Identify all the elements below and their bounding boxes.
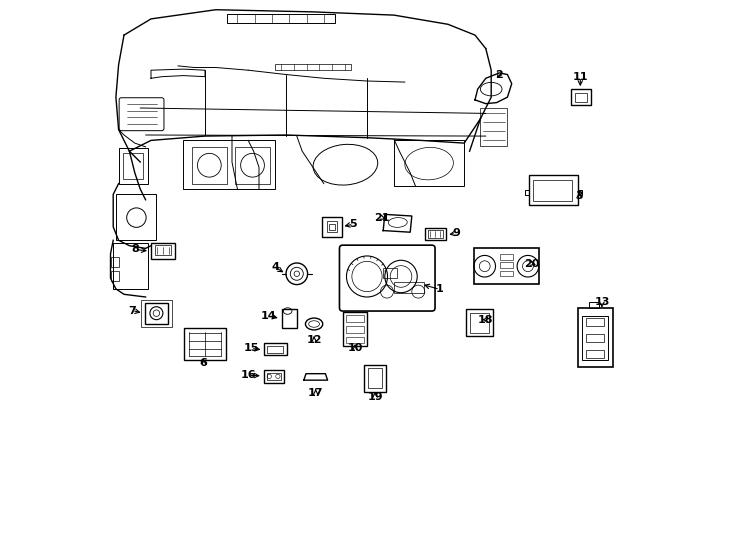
Text: 9: 9: [452, 228, 460, 238]
Bar: [113, 243, 148, 289]
Bar: [586, 350, 604, 358]
Bar: [364, 364, 386, 391]
Bar: [394, 282, 424, 293]
Bar: [327, 221, 338, 232]
Text: 18: 18: [478, 315, 493, 325]
Bar: [264, 370, 284, 383]
Text: 7: 7: [128, 306, 136, 315]
Bar: [500, 271, 513, 276]
Bar: [466, 309, 493, 336]
Bar: [267, 346, 283, 353]
Bar: [500, 254, 513, 260]
Bar: [428, 230, 443, 238]
Bar: [346, 315, 364, 322]
Text: 5: 5: [349, 219, 357, 229]
Bar: [322, 217, 341, 237]
Bar: [227, 14, 335, 23]
Bar: [500, 262, 513, 268]
Bar: [184, 140, 275, 189]
Bar: [425, 228, 446, 240]
Bar: [582, 316, 608, 360]
Text: 14: 14: [261, 311, 277, 321]
Text: 17: 17: [308, 388, 324, 398]
Text: 4: 4: [272, 262, 279, 272]
Bar: [192, 147, 227, 184]
Text: 20: 20: [524, 259, 539, 268]
Text: 2: 2: [495, 70, 504, 79]
Bar: [145, 303, 168, 324]
Bar: [119, 148, 148, 184]
Text: 3: 3: [575, 191, 583, 201]
Bar: [578, 308, 613, 367]
Bar: [346, 337, 364, 343]
Bar: [570, 89, 591, 105]
Bar: [141, 300, 172, 327]
Bar: [346, 326, 364, 333]
Bar: [282, 309, 297, 328]
Bar: [480, 108, 507, 146]
Bar: [368, 368, 382, 388]
Bar: [123, 153, 143, 179]
Bar: [383, 268, 396, 278]
Text: 8: 8: [131, 245, 139, 254]
Bar: [575, 93, 586, 102]
Bar: [394, 140, 464, 186]
Bar: [184, 328, 225, 360]
Text: 11: 11: [573, 72, 588, 82]
Bar: [474, 248, 539, 284]
Text: 10: 10: [347, 343, 363, 353]
Bar: [111, 271, 119, 281]
Bar: [534, 180, 573, 201]
Bar: [235, 147, 270, 184]
Bar: [155, 245, 171, 255]
Bar: [275, 64, 351, 70]
Text: 21: 21: [374, 213, 389, 222]
Text: 1: 1: [436, 285, 444, 294]
Text: 12: 12: [306, 335, 321, 345]
Text: 19: 19: [367, 392, 383, 402]
Bar: [470, 313, 489, 333]
Bar: [344, 312, 367, 346]
Text: 13: 13: [595, 298, 610, 307]
Bar: [116, 194, 156, 240]
Text: 16: 16: [241, 370, 256, 380]
Bar: [529, 176, 578, 205]
Text: 6: 6: [200, 358, 207, 368]
Bar: [586, 334, 604, 342]
Bar: [586, 318, 604, 326]
Bar: [589, 302, 599, 308]
Bar: [264, 343, 287, 355]
Bar: [267, 373, 280, 380]
Bar: [151, 243, 175, 259]
Bar: [111, 256, 119, 267]
Text: 15: 15: [243, 343, 258, 353]
Bar: [329, 224, 335, 230]
